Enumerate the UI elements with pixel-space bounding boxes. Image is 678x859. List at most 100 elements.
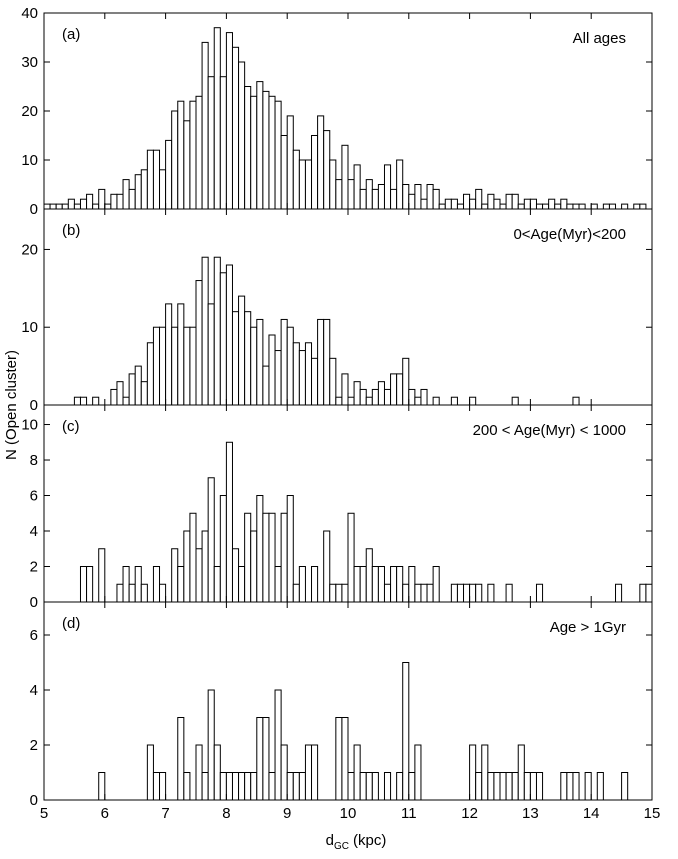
bar (195, 280, 203, 406)
bar (268, 334, 276, 406)
y-tick-label: 2 (30, 559, 38, 576)
bar (329, 159, 337, 210)
bar (554, 203, 562, 210)
bar (390, 373, 398, 406)
bar (517, 203, 525, 210)
bar (67, 198, 75, 210)
bar (298, 566, 306, 603)
bar (292, 583, 300, 603)
bar (475, 772, 483, 801)
bar (238, 295, 246, 406)
bar (256, 717, 264, 801)
bar (177, 100, 185, 210)
bar (402, 357, 410, 406)
y-tick-label: 30 (21, 54, 38, 71)
bar (608, 203, 617, 210)
bar (535, 772, 544, 801)
bar (274, 350, 282, 406)
bar (201, 530, 209, 603)
bar (286, 115, 294, 210)
bar (292, 342, 300, 406)
bar (231, 772, 240, 801)
bar (165, 303, 173, 406)
bar (98, 188, 106, 210)
bar (292, 772, 300, 801)
bar (140, 583, 148, 603)
bar (280, 512, 288, 603)
bar (396, 159, 404, 210)
bar (469, 583, 477, 603)
bar (304, 744, 313, 801)
bar (256, 318, 264, 406)
bar (244, 772, 252, 801)
bar (335, 179, 343, 210)
y-tick-label: 0 (30, 594, 38, 611)
bar (304, 159, 313, 210)
bar (329, 583, 337, 603)
y-tick-label: 6 (30, 488, 38, 505)
y-axis-label: N (Open cluster) (3, 350, 20, 460)
bar (152, 772, 161, 801)
panel-label: (b) (62, 222, 80, 239)
bar (456, 583, 465, 603)
bar (505, 583, 513, 603)
x-tick-label: 7 (161, 805, 169, 822)
bar (189, 512, 197, 603)
y-tick-label: 0 (30, 201, 38, 218)
bar (359, 566, 367, 603)
bar (49, 203, 57, 210)
bar (432, 566, 440, 603)
bar (128, 373, 136, 406)
bar (426, 583, 434, 603)
bar (177, 717, 185, 801)
bar (231, 548, 240, 603)
bar (207, 76, 215, 210)
bar (195, 744, 203, 801)
y-tick-label: 40 (21, 5, 38, 22)
bar (79, 396, 88, 406)
y-tick-label: 4 (30, 523, 38, 540)
bar (420, 388, 428, 406)
bar (262, 365, 270, 406)
bar (499, 772, 507, 801)
bar (420, 198, 428, 210)
bar (262, 90, 270, 210)
bar (250, 530, 258, 603)
bar (159, 583, 167, 603)
bar (329, 357, 337, 406)
bar (231, 46, 240, 210)
bar (463, 583, 471, 603)
y-tick-label: 8 (30, 452, 38, 469)
bar (159, 169, 167, 210)
bar (365, 396, 373, 406)
bar (493, 772, 501, 801)
bar (110, 388, 118, 406)
bar (304, 342, 313, 406)
bar (268, 772, 276, 801)
bar (189, 100, 197, 210)
bar (596, 772, 604, 801)
bar (116, 583, 124, 603)
bar (377, 184, 385, 210)
bar (347, 396, 355, 406)
bar (286, 772, 294, 801)
x-tick-label: 11 (401, 805, 417, 822)
bar (408, 772, 416, 801)
bar (73, 203, 81, 210)
bar (396, 772, 404, 801)
bar (511, 396, 519, 406)
bar (311, 566, 319, 603)
bar (341, 717, 349, 801)
annotation: 200 < Age(Myr) < 1000 (473, 422, 626, 439)
bar (250, 95, 258, 210)
bar (171, 326, 179, 406)
bar (450, 583, 458, 603)
y-tick-label: 6 (30, 627, 38, 644)
bar (298, 772, 306, 801)
panel-label: (c) (62, 418, 80, 435)
bar (469, 198, 477, 210)
bar (201, 256, 209, 406)
bar (116, 381, 124, 406)
bar (92, 203, 100, 210)
